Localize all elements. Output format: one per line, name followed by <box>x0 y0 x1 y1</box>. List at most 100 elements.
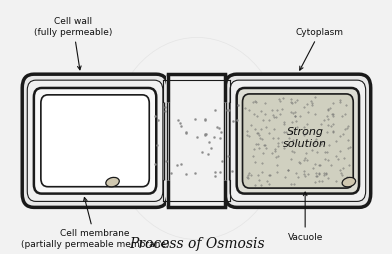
Point <box>302 156 308 160</box>
Point <box>301 133 307 137</box>
Point <box>276 97 282 101</box>
Point <box>289 120 295 124</box>
Point <box>343 103 349 107</box>
Point <box>290 141 296 145</box>
Point <box>319 140 325 144</box>
Point <box>274 163 280 167</box>
Point <box>313 137 319 141</box>
Point <box>252 127 259 131</box>
Point <box>250 100 256 104</box>
Point <box>346 163 352 167</box>
Point <box>309 103 315 107</box>
Point <box>246 170 252 174</box>
Point <box>344 175 350 179</box>
Point <box>277 99 283 103</box>
FancyBboxPatch shape <box>243 94 353 188</box>
Point <box>309 148 315 152</box>
Point <box>305 172 311 176</box>
Point <box>242 106 249 110</box>
Point <box>292 114 298 118</box>
Point <box>266 131 272 135</box>
Point <box>325 176 331 180</box>
Point <box>291 182 298 186</box>
Point <box>254 131 261 135</box>
Point <box>325 117 331 121</box>
Point <box>338 171 344 175</box>
Point <box>312 112 318 116</box>
Point <box>329 112 336 116</box>
Point <box>248 173 254 177</box>
Text: Strong
solution: Strong solution <box>283 127 327 149</box>
Point <box>247 123 254 127</box>
Point <box>301 172 307 176</box>
FancyBboxPatch shape <box>41 95 149 187</box>
Point <box>289 138 296 142</box>
Point <box>253 100 259 104</box>
Point <box>330 122 336 126</box>
Point <box>302 174 309 178</box>
Point <box>292 114 298 118</box>
Point <box>265 182 272 186</box>
Point <box>345 146 351 150</box>
Point <box>330 101 336 105</box>
FancyBboxPatch shape <box>225 74 371 207</box>
Point <box>266 118 272 122</box>
Point <box>293 171 299 176</box>
Point <box>295 175 301 179</box>
Point <box>285 168 291 172</box>
Point <box>309 101 316 105</box>
Point <box>276 112 283 116</box>
Point <box>274 108 280 112</box>
Point <box>262 143 269 147</box>
Point <box>289 149 296 153</box>
Point <box>272 116 279 120</box>
Point <box>260 143 267 147</box>
Point <box>266 173 272 177</box>
FancyBboxPatch shape <box>34 88 156 194</box>
Point <box>270 136 276 140</box>
Point <box>317 163 323 167</box>
Point <box>336 134 343 138</box>
Point <box>288 109 294 114</box>
Point <box>243 175 250 179</box>
Point <box>314 150 321 154</box>
Point <box>279 140 285 144</box>
Point <box>255 173 261 177</box>
Point <box>304 102 310 106</box>
Point <box>292 100 298 104</box>
Point <box>325 158 331 162</box>
Point <box>262 101 269 105</box>
Point <box>322 157 328 161</box>
Point <box>270 113 276 117</box>
Point <box>333 154 339 158</box>
Point <box>318 179 325 183</box>
Point <box>337 149 343 153</box>
Point <box>251 147 257 151</box>
Point <box>330 129 336 133</box>
Point <box>340 166 347 170</box>
Point <box>263 125 269 130</box>
Point <box>289 101 295 105</box>
Point <box>316 163 322 167</box>
Point <box>253 142 259 146</box>
Point <box>278 107 285 111</box>
Point <box>325 123 332 127</box>
Point <box>328 124 334 128</box>
Point <box>270 126 277 131</box>
Point <box>269 108 276 112</box>
Point <box>341 156 348 160</box>
Point <box>294 125 300 129</box>
Point <box>288 97 294 101</box>
Point <box>281 130 287 134</box>
Point <box>316 172 322 176</box>
Point <box>256 146 263 150</box>
Point <box>305 110 312 114</box>
Point <box>254 114 260 118</box>
Point <box>257 136 263 140</box>
Point <box>302 131 309 135</box>
Point <box>344 126 350 130</box>
Point <box>281 119 287 123</box>
Point <box>312 162 319 166</box>
Point <box>251 99 258 103</box>
Point <box>288 100 294 104</box>
